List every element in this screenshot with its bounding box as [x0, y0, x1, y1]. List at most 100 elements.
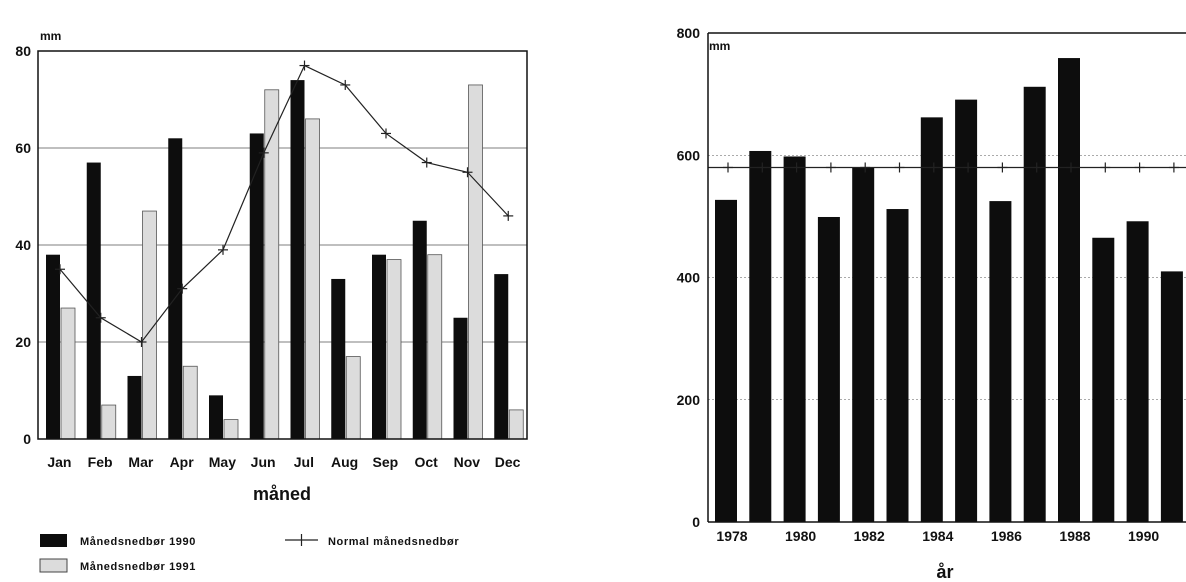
annual-normal-line — [708, 162, 1186, 173]
bar-1991 — [101, 404, 117, 440]
year-bar — [920, 117, 943, 522]
annual-normal-marker — [1100, 162, 1111, 173]
annual-normal-marker — [825, 162, 836, 173]
right-x-tick-label: 1984 — [922, 528, 953, 544]
bar-1991 — [345, 356, 361, 440]
left-y-tick-label: 20 — [15, 334, 31, 350]
left-x-tick-label: Nov — [454, 454, 481, 470]
bar-1991 — [223, 419, 239, 440]
normal-marker — [136, 337, 147, 347]
bar-1991 — [60, 307, 76, 440]
normal-marker — [462, 167, 473, 178]
year-bar — [1058, 58, 1080, 522]
bar-1991 — [427, 254, 443, 440]
left-x-tick-label: Feb — [88, 454, 113, 470]
year-bar — [1023, 86, 1046, 522]
bar-1990 — [453, 317, 468, 439]
annual-normal-marker — [860, 162, 871, 173]
year-bar — [715, 199, 737, 522]
annual-normal-marker — [963, 162, 974, 173]
left-plot-frame — [37, 50, 528, 440]
annual-normal-marker — [1134, 162, 1145, 173]
year-bar — [1092, 237, 1115, 523]
normal-marker — [258, 147, 269, 158]
year-bar — [886, 209, 909, 523]
annual-normal-marker — [757, 162, 768, 173]
bar-1990 — [494, 274, 509, 439]
left-y-ticks: 0 20 40 60 80 — [15, 43, 31, 447]
left-x-tick-label: Sep — [373, 454, 399, 470]
year-bar — [817, 216, 840, 522]
bar-1990 — [86, 162, 101, 440]
normal-marker — [381, 128, 391, 139]
year-bar — [955, 99, 978, 522]
legend-swatch-1990 — [40, 534, 67, 547]
bar-1991 — [264, 89, 280, 440]
legend-item-normal: Normal månedsnedbør — [285, 534, 459, 548]
annual-normal-marker — [1031, 162, 1042, 173]
bar-1990 — [46, 254, 60, 439]
normal-marker — [95, 312, 106, 323]
year-bar — [749, 150, 772, 522]
normal-line-path — [59, 64, 509, 343]
right-y-tick-label: 600 — [677, 147, 701, 163]
normal-precipitation-line — [55, 60, 514, 347]
right-y-ticks: 0 200 400 600 800 — [677, 25, 701, 530]
normal-marker — [299, 60, 310, 71]
bar-1990 — [331, 278, 346, 439]
bar-1990 — [249, 133, 264, 439]
annual-normal-marker — [1066, 162, 1076, 173]
left-x-tick-label: May — [209, 454, 236, 470]
right-x-axis-label: år — [936, 562, 953, 582]
left-x-tick-label: Jul — [294, 454, 314, 470]
legend: Månedsnedbør 1990 Månedsnedbør 1991 Norm… — [39, 534, 459, 573]
right-y-tick-label: 800 — [677, 25, 701, 41]
bar-1991 — [386, 259, 402, 440]
legend-swatch-1991 — [39, 558, 68, 573]
left-y-tick-label: 0 — [23, 431, 31, 447]
year-bar — [1126, 221, 1149, 522]
bar-1990 — [127, 375, 142, 439]
year-bar — [1160, 271, 1183, 522]
year-bar — [989, 201, 1012, 522]
monthly-precipitation-chart: mm 0 20 40 60 80 Jan Feb Mar Apr May Jun Jul Aug Sep… — [15, 29, 528, 573]
normal-marker — [55, 264, 65, 275]
annual-normal-marker — [997, 162, 1008, 173]
normal-marker — [177, 283, 188, 294]
bar-1990 — [209, 395, 223, 439]
right-bars — [715, 58, 1183, 523]
normal-marker — [503, 210, 514, 221]
left-x-tick-label: Apr — [170, 454, 195, 470]
left-unit-label: mm — [40, 29, 61, 43]
right-y-tick-label: 400 — [677, 270, 701, 286]
normal-marker — [421, 157, 432, 168]
annual-normal-marker — [928, 162, 939, 173]
right-y-tick-label: 0 — [692, 514, 700, 530]
left-x-tick-label: Dec — [495, 454, 521, 470]
right-unit-label: mm — [709, 39, 730, 53]
bar-1991 — [508, 409, 524, 440]
right-x-tick-label: 1980 — [785, 528, 816, 544]
bar-1990 — [412, 220, 427, 439]
left-bars — [46, 80, 524, 440]
right-x-tick-label: 1982 — [854, 528, 885, 544]
left-x-ticks: Jan Feb Mar Apr May Jun Jul Aug Sep Oct Nov Dec — [47, 454, 520, 470]
bar-1990 — [168, 138, 183, 440]
left-x-tick-label: Oct — [414, 454, 438, 470]
annual-normal-marker — [1168, 162, 1179, 173]
left-x-tick-label: Jan — [47, 454, 71, 470]
right-x-tick-label: 1986 — [991, 528, 1022, 544]
annual-normal-marker — [894, 162, 905, 173]
right-x-tick-label: 1988 — [1059, 528, 1090, 544]
right-x-tick-label: 1978 — [716, 528, 747, 544]
year-bar — [783, 156, 806, 522]
annual-normal-marker — [723, 162, 733, 173]
left-y-tick-label: 60 — [15, 140, 31, 156]
bar-1991 — [182, 365, 198, 440]
left-y-tick-label: 80 — [15, 43, 31, 59]
left-x-tick-label: Aug — [331, 454, 358, 470]
bar-1991 — [305, 118, 320, 440]
right-y-tick-label: 200 — [677, 392, 701, 408]
normal-marker — [340, 79, 351, 90]
